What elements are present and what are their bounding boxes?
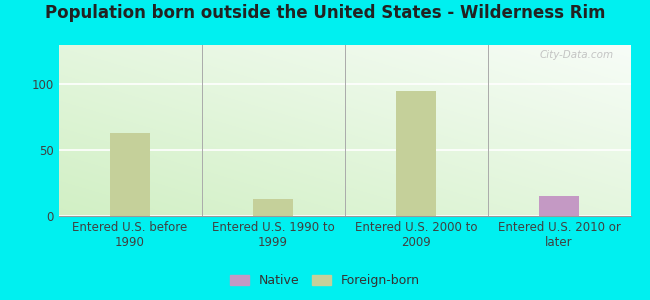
Bar	[539, 196, 579, 216]
Text: Population born outside the United States - Wilderness Rim: Population born outside the United State…	[45, 4, 605, 22]
Text: City-Data.com: City-Data.com	[540, 50, 614, 60]
Bar	[110, 133, 150, 216]
Bar	[396, 91, 436, 216]
Legend: Native, Foreign-born: Native, Foreign-born	[226, 270, 424, 291]
Bar	[253, 199, 293, 216]
